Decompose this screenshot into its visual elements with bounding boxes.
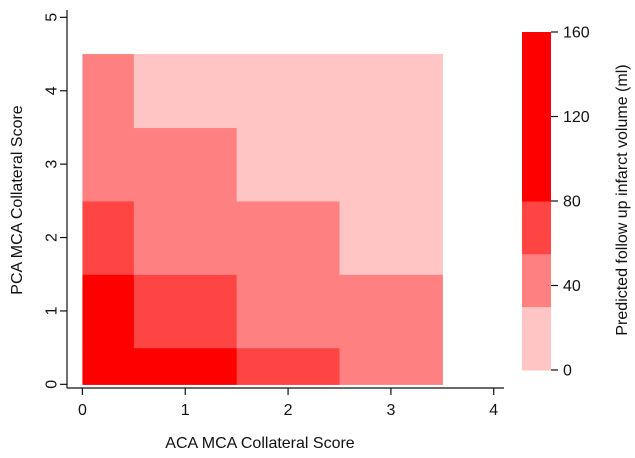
heatmap-cell-17 bbox=[133, 54, 238, 129]
heatmap-cell-6 bbox=[236, 274, 341, 349]
heatmap-cell-12 bbox=[82, 127, 135, 202]
heatmap-cell-9 bbox=[133, 200, 238, 275]
y-tick-label: 0 bbox=[44, 380, 61, 389]
heatmap-cell-8 bbox=[82, 200, 135, 275]
y-tick-label: 1 bbox=[44, 306, 61, 315]
heatmap-cell-5 bbox=[133, 274, 238, 349]
colorbar-tick-label: 80 bbox=[563, 194, 581, 211]
colorbar-bin-0 bbox=[522, 306, 551, 371]
colorbar-bin-1 bbox=[522, 253, 551, 308]
y-axis: 0 1 2 3 4 5 bbox=[44, 10, 68, 389]
heatmap-cell-0 bbox=[82, 347, 135, 385]
heatmap-cell-1 bbox=[133, 347, 238, 385]
y-tick-label: 2 bbox=[44, 233, 61, 242]
heatmap-cell-4 bbox=[82, 274, 135, 349]
x-axis: 0 1 2 3 4 bbox=[67, 387, 504, 419]
heatmap-cell-3 bbox=[339, 347, 443, 385]
x-tick-label: 4 bbox=[489, 402, 498, 419]
colorbar-tick-label: 0 bbox=[563, 363, 572, 380]
colorbar-bin-3 bbox=[522, 32, 551, 202]
y-tick-label: 4 bbox=[44, 86, 61, 95]
colorbar-tick-label: 160 bbox=[563, 25, 590, 42]
x-tick-label: 0 bbox=[78, 402, 87, 419]
heatmap-cell-10 bbox=[236, 200, 341, 275]
colorbar-title: Predicted follow up infarct volume (ml) bbox=[614, 64, 631, 335]
heatmap-cell-14 bbox=[236, 127, 341, 202]
colorbar-bin-2 bbox=[522, 201, 551, 255]
heatmap-cell-7 bbox=[339, 274, 443, 349]
heatmap-cell-16 bbox=[82, 54, 135, 129]
colorbar-tick-label: 40 bbox=[563, 278, 581, 295]
x-axis-title: ACA MCA Collateral Score bbox=[165, 435, 355, 452]
heatmap-cell-15 bbox=[339, 127, 443, 202]
heatmap-cell-13 bbox=[133, 127, 238, 202]
colorbar-tick-label: 120 bbox=[563, 109, 590, 126]
heatmap-cell-18 bbox=[236, 54, 341, 129]
plot-area bbox=[82, 54, 443, 385]
x-tick-label: 1 bbox=[181, 402, 190, 419]
heatmap-cell-11 bbox=[339, 200, 443, 275]
x-tick-label: 3 bbox=[386, 402, 395, 419]
colorbar: 0 40 80 120 160 bbox=[522, 25, 590, 380]
x-tick-label: 2 bbox=[284, 402, 293, 419]
y-tick-label: 3 bbox=[44, 160, 61, 169]
y-axis-title: PCA MCA Collateral Score bbox=[9, 105, 26, 295]
heatmap-cell-19 bbox=[339, 54, 443, 129]
y-tick-label: 5 bbox=[44, 13, 61, 22]
heatmap-cell-2 bbox=[236, 347, 341, 385]
